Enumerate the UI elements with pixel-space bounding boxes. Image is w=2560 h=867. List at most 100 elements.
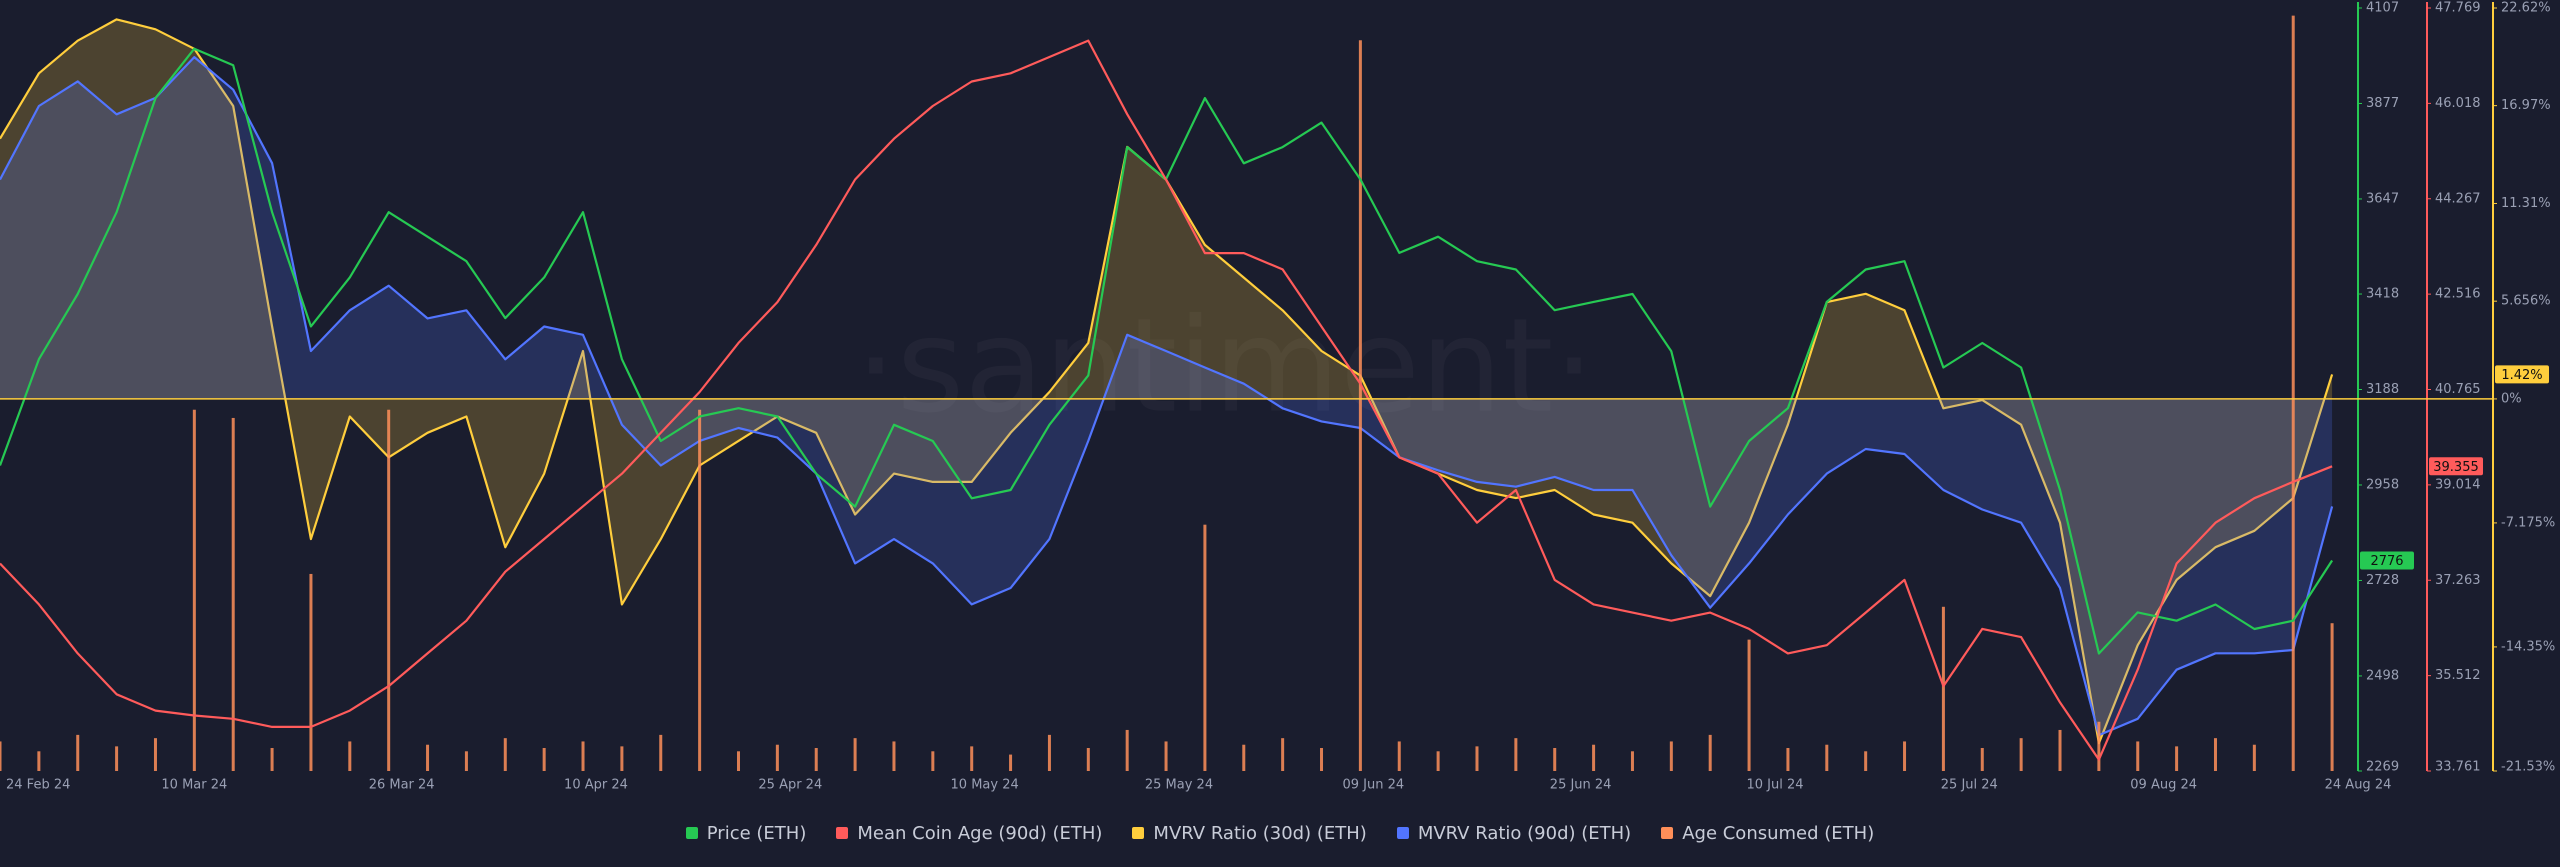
bar <box>1009 754 1013 771</box>
bar <box>1086 748 1090 771</box>
bar <box>1125 729 1129 771</box>
bar <box>1358 40 1362 771</box>
end-tag <box>2360 551 2414 570</box>
y-tick-label: 2498 <box>2366 668 2399 683</box>
bar <box>192 409 196 771</box>
bar <box>2213 738 2217 771</box>
bar <box>1903 741 1907 771</box>
y-tick-label: 16.97% <box>2501 98 2551 113</box>
end-tag-label: 2776 <box>2370 554 2403 569</box>
bar <box>581 741 585 771</box>
y-tick-label: 0% <box>2501 391 2522 406</box>
y-tick-label: 3647 <box>2366 191 2399 206</box>
bar <box>2291 15 2295 771</box>
y-tick-label: -14.35% <box>2501 639 2555 654</box>
y-tick-label: 3877 <box>2366 96 2399 111</box>
bar <box>1980 748 1984 771</box>
end-tag-label: 39.355 <box>2433 460 2479 475</box>
bar <box>2330 623 2334 771</box>
bar <box>814 748 818 771</box>
bar <box>659 734 663 771</box>
y-tick-label: 4107 <box>2366 1 2399 16</box>
legend-item[interactable]: Age Consumed (ETH) <box>1661 823 1874 844</box>
y-tick-label: 3188 <box>2366 382 2399 397</box>
bar <box>387 409 391 771</box>
y-tick-label: 39.014 <box>2435 477 2481 492</box>
bar <box>931 751 935 771</box>
legend-item[interactable]: MVRV Ratio (30d) (ETH) <box>1132 822 1367 844</box>
bar <box>1630 751 1634 771</box>
y-tick-label: 44.267 <box>2435 191 2481 206</box>
legend-swatch <box>1661 827 1674 839</box>
y-tick-label: 5.656% <box>2501 294 2551 309</box>
bar <box>1164 741 1168 771</box>
end-tag-label: 1.42% <box>2501 368 2542 383</box>
bar <box>426 744 430 771</box>
legend-item[interactable]: MVRV Ratio (90d) (ETH) <box>1396 822 1632 844</box>
bar <box>620 746 624 771</box>
x-tick-label: 10 Mar 24 <box>161 778 227 793</box>
legend-label: Mean Coin Age (90d) (ETH) <box>857 822 1103 844</box>
x-tick-label: 10 Jul 24 <box>1746 778 1803 793</box>
chart: ·santiment· 24 Feb 24 10 Mar 24 26 Mar 24 1… <box>0 1 2555 793</box>
x-tick-label: 10 May 24 <box>951 778 1019 793</box>
end-tag <box>2429 457 2483 476</box>
legend-swatch <box>836 827 849 839</box>
x-tick-label: 09 Jun 24 <box>1343 778 1405 793</box>
bar <box>231 417 235 771</box>
bar <box>1864 751 1868 771</box>
bar <box>542 748 546 771</box>
x-tick-label: 26 Mar 24 <box>369 778 435 793</box>
y-tick-label: -21.53% <box>2501 760 2555 775</box>
legend-item[interactable]: Price (ETH) <box>685 822 807 844</box>
bar <box>1047 734 1051 771</box>
bar <box>1203 524 1207 771</box>
bar <box>0 741 2 771</box>
legend-label: Price (ETH) <box>706 822 807 844</box>
bar <box>115 746 119 771</box>
bar <box>1786 748 1790 771</box>
bar <box>698 409 702 771</box>
legend-swatch <box>1396 827 1409 839</box>
area-fill <box>0 19 2333 744</box>
y-tick-label: 37.263 <box>2435 573 2481 588</box>
y-tick-label: 2958 <box>2366 477 2399 492</box>
bar <box>2058 729 2062 771</box>
x-tick-label: 25 Jul 24 <box>1941 778 1998 793</box>
bar <box>1320 748 1324 771</box>
x-tick-label: 24 Aug 24 <box>2325 778 2392 793</box>
legend-swatch <box>1132 827 1145 839</box>
y-tick-label: 11.31% <box>2501 196 2551 211</box>
bar <box>1553 748 1557 771</box>
bar <box>775 744 779 771</box>
bar <box>970 746 974 771</box>
bar <box>2175 746 2179 771</box>
bar <box>503 738 507 771</box>
legend-swatch <box>685 827 698 839</box>
bar <box>2136 741 2140 771</box>
x-tick-label: 25 Apr 24 <box>758 778 822 793</box>
legend-item[interactable]: Mean Coin Age (90d) (ETH) <box>836 823 1102 844</box>
y-tick-label: 40.765 <box>2435 382 2481 397</box>
bar <box>1436 751 1440 771</box>
y-tick-label: 46.018 <box>2435 96 2481 111</box>
bar <box>1281 738 1285 771</box>
bar <box>736 751 740 771</box>
bar <box>1825 744 1829 771</box>
bar <box>37 751 41 771</box>
legend-label: MVRV Ratio (30d) (ETH) <box>1153 822 1367 844</box>
y-tick-label: 3418 <box>2366 287 2399 302</box>
y-tick-label: 35.512 <box>2435 668 2481 683</box>
bar <box>2097 721 2101 771</box>
bar <box>1592 744 1596 771</box>
legend-label: MVRV Ratio (90d) (ETH) <box>1417 822 1632 844</box>
y-tick-label: 22.62% <box>2501 1 2551 16</box>
bar <box>309 573 313 771</box>
bar <box>1514 738 1518 771</box>
bar <box>892 741 896 771</box>
x-tick-label: 25 May 24 <box>1145 778 1213 793</box>
bar <box>1242 744 1246 771</box>
line <box>0 39 2333 761</box>
y-tick-label: 2269 <box>2366 760 2399 775</box>
